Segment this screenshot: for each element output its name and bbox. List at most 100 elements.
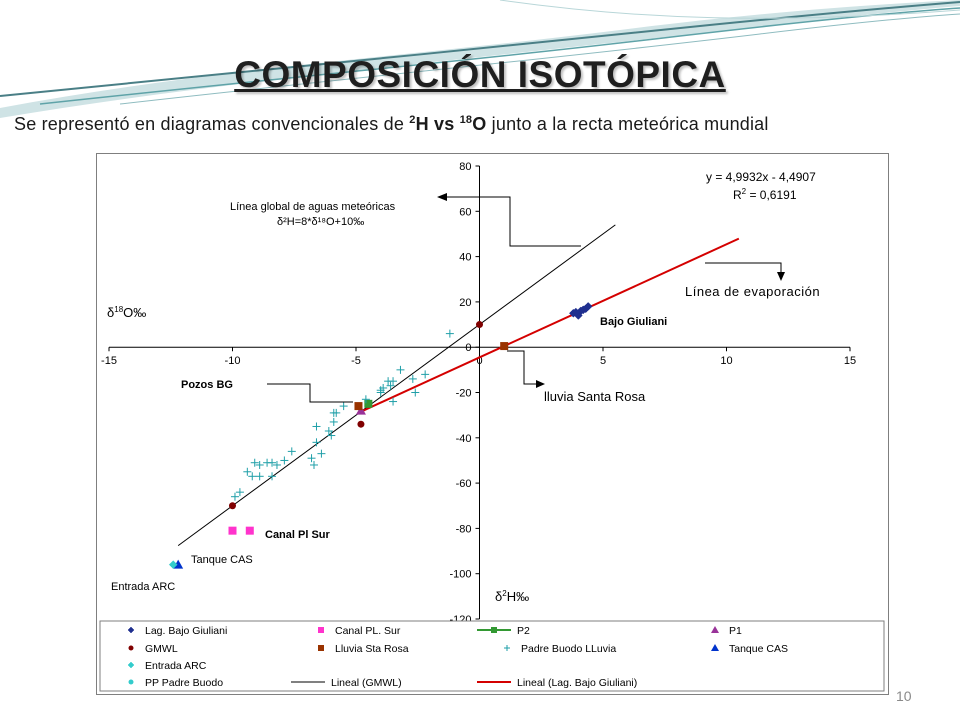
pozos-bg-label: Pozos BG	[181, 379, 233, 391]
point-padre-buodo-lluvia	[310, 460, 319, 469]
legend-marker	[127, 626, 135, 634]
y-tick-label: -20	[456, 388, 472, 400]
subtitle-sup-2: 2	[409, 114, 416, 126]
y-axis-label-delta: δ	[495, 589, 502, 604]
legend-marker	[318, 627, 324, 633]
legend-item-label: P2	[517, 625, 530, 637]
y-tick-label: 40	[459, 252, 471, 264]
gmwl-annotation-arrow	[445, 196, 581, 247]
legend-marker	[318, 645, 324, 651]
gmwl-arrowhead	[437, 193, 447, 201]
evaporation-annotation: Línea de evaporación	[685, 284, 820, 299]
slide-subtitle: Se representó en diagramas convencionale…	[14, 114, 769, 135]
x-axis-label-unit: O‰	[123, 305, 146, 320]
evaporation-annotation-arrow	[705, 262, 782, 274]
y-tick-label: -80	[456, 523, 472, 535]
r2-main: R	[733, 188, 742, 202]
pozos-annotation-line	[267, 383, 353, 403]
x-tick-label: -15	[101, 355, 117, 367]
gmwl-trend-line	[177, 224, 616, 547]
point-padre-buodo-lluvia	[312, 438, 321, 447]
legend-marker	[127, 661, 135, 669]
legend-marker	[491, 627, 497, 633]
legend-marker	[711, 644, 719, 651]
y-axis-label-sup: 2	[502, 589, 507, 598]
y-axis-label: δ2H‰	[495, 589, 529, 604]
equation-label: y = 4,9932x - 4,4907	[706, 170, 816, 184]
legend-item-label: Lineal (GMWL)	[331, 677, 402, 689]
slide-title: COMPOSICIÓN ISOTÓPICA	[234, 54, 726, 95]
gmwl-annotation-line1: Línea global de aguas meteóricas	[230, 201, 396, 213]
x-tick-label: 10	[720, 355, 732, 367]
point-padre-buodo-lluvia	[376, 386, 385, 395]
y-tick-label: 80	[459, 161, 471, 173]
trend-lines	[177, 224, 740, 547]
point-p1	[355, 405, 366, 415]
point-padre-buodo-lluvia	[250, 458, 259, 467]
point-padre-buodo-lluvia	[312, 422, 321, 431]
point-padre-buodo-lluvia	[243, 467, 252, 476]
y-tick-label: -100	[449, 569, 471, 581]
legend-marker	[504, 645, 510, 651]
bajo-giuliani-label: Bajo Giuliani	[600, 316, 667, 328]
point-padre-buodo-lluvia	[329, 408, 338, 417]
point-p2	[364, 399, 373, 408]
legend-item-label: Tanque CAS	[729, 643, 788, 655]
x-axis-label-sup: 18	[114, 305, 123, 314]
header-swoosh-top	[499, 0, 960, 19]
evaporation-arrowhead	[777, 272, 785, 281]
point-padre-buodo-lluvia	[324, 427, 333, 436]
legend-item-label: P1	[729, 625, 742, 637]
header-decoration	[0, 0, 960, 118]
page-number: 10	[896, 688, 912, 704]
y-tick-label: -60	[456, 478, 472, 490]
point-padre-buodo-lluvia	[361, 395, 370, 404]
subtitle-sup-18: 18	[459, 114, 473, 126]
point-padre-buodo-lluvia	[280, 456, 289, 465]
header-swoosh-thin	[119, 13, 960, 105]
point-padre-buodo-lluvia	[329, 417, 338, 426]
legend-item-label: Entrada ARC	[145, 660, 207, 672]
point-padre-buodo-lluvia	[411, 388, 420, 397]
point-padre-buodo-lluvia	[248, 472, 257, 481]
isotope-scatter-chart: -15 -10 -5 0 5 10 15-120-100-80-60-40-20020406…	[99, 161, 885, 692]
legend-item-label: Lineal (Lag. Bajo Giuliani)	[517, 677, 637, 689]
r2-label: R2 = 0,6191	[733, 187, 797, 202]
x-tick-label: -5	[351, 355, 361, 367]
legend-item-label: Canal PL. Sur	[335, 625, 401, 637]
y-tick-label: 20	[459, 297, 471, 309]
y-tick-label: 60	[459, 206, 471, 218]
point-padre-buodo-lluvia	[255, 460, 264, 469]
point-padre-buodo-lluvia	[408, 374, 417, 383]
point-padre-buodo-lluvia	[339, 402, 348, 411]
point-padre-buodo-lluvia	[235, 488, 244, 497]
legend-marker	[128, 645, 134, 651]
legend-item-label: Padre Buodo LLuvia	[521, 643, 616, 655]
subtitle-part-1: Se representó en diagramas convencionale…	[14, 114, 410, 134]
point-padre-buodo-lluvia	[287, 447, 296, 456]
point-entrada-arc	[168, 560, 178, 569]
subtitle-o: O	[472, 114, 487, 134]
point-padre-buodo-lluvia	[268, 472, 277, 481]
point-padre-buodo-lluvia	[307, 454, 316, 463]
legend-item-label: Lag. Bajo Giuliani	[145, 625, 227, 637]
legend-item-label: Lluvia Sta Rosa	[335, 643, 409, 655]
legend-item-label: PP Padre Buodo	[145, 677, 223, 689]
point-padre-buodo-lluvia	[396, 365, 405, 374]
chart-legend: Lag. Bajo Giuliani Canal PL. Sur P2 P1 GMWL L…	[99, 620, 885, 692]
x-axis-label: δ18O‰	[107, 305, 146, 320]
point-gmwl	[476, 321, 483, 329]
x-tick-label: 0	[476, 355, 482, 367]
header-swoosh-light	[0, 0, 960, 118]
lluvia-santa-rosa-label: lluvia Santa Rosa	[544, 389, 646, 404]
data-points	[168, 302, 593, 569]
point-padre-buodo-lluvia	[255, 472, 264, 481]
point-gmwl	[229, 502, 236, 510]
header-swoosh-dark	[0, 1, 960, 97]
tanque-cas-label: Tanque CAS	[191, 554, 253, 566]
point-padre-buodo-lluvia	[327, 431, 336, 440]
gmwl-annotation-line2: δ²H=8*δ¹⁸O+10‰	[277, 216, 364, 228]
point-padre-buodo-lluvia	[384, 377, 393, 386]
r2-rest: = 0,6191	[746, 188, 797, 202]
point-lag-bajo-giuliani	[571, 307, 581, 317]
